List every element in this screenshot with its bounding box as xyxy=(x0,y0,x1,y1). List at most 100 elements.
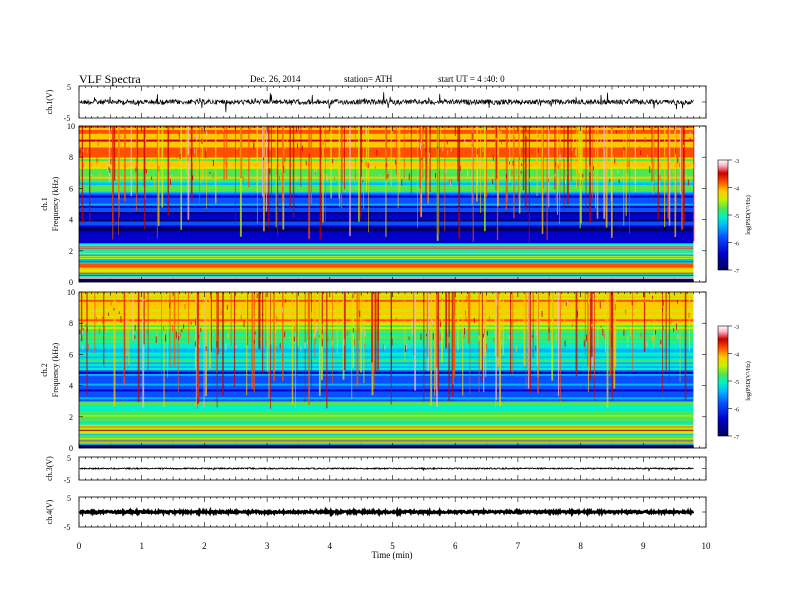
ch2s-band xyxy=(79,385,694,388)
ch2s-speckle xyxy=(431,319,433,324)
ch1s-speckle xyxy=(646,154,648,161)
ch2s-speckle xyxy=(468,322,470,327)
ch2s-speckle xyxy=(464,310,466,316)
ch2s-band xyxy=(79,395,694,398)
ch2s-speckle xyxy=(511,320,513,328)
ch1s-burst xyxy=(330,126,332,199)
ch2s-burst xyxy=(336,292,338,354)
ch1s-speckle xyxy=(197,176,199,180)
ch2s-speckle xyxy=(200,327,202,332)
ch1s-speckle xyxy=(471,133,473,140)
ch1s-speckle xyxy=(647,161,649,167)
ch1s-burst xyxy=(355,126,356,174)
ch1s-band xyxy=(79,274,694,277)
ch1s-burst xyxy=(658,126,660,192)
ch1s-speckle xyxy=(425,147,427,153)
ch1s-speckle xyxy=(450,180,452,186)
cbar1-tick-label: -7 xyxy=(734,269,739,275)
ch1s-speckle xyxy=(621,151,623,158)
ch1s-speckle xyxy=(326,174,328,182)
ch2s-band xyxy=(79,393,694,396)
ch2s-burst xyxy=(597,292,599,348)
ch2s-speckle xyxy=(406,343,408,350)
ch2s-speckle xyxy=(162,325,164,332)
ch2s-tone-line xyxy=(79,415,694,417)
ch1s-burst xyxy=(653,126,655,203)
ch1s-speckle xyxy=(650,126,652,131)
ch2s-ytick-label: 4 xyxy=(69,382,73,391)
ch2s-speckle xyxy=(541,310,543,318)
ch2s-burst xyxy=(208,292,211,370)
cbar2-tick-label: -5 xyxy=(734,380,739,386)
ch2s-speckle xyxy=(205,346,207,351)
ch1s-burst xyxy=(385,126,387,237)
ch1s-burst xyxy=(683,126,685,224)
ch2s-speckle xyxy=(284,298,286,303)
ch2s-speckle xyxy=(93,309,95,315)
ch2s-burst xyxy=(606,292,609,408)
ch2s-band xyxy=(79,424,694,427)
ch1s-speckle xyxy=(471,144,473,147)
ch1s-speckle xyxy=(319,168,321,173)
ch2s-burst xyxy=(612,292,614,399)
ch2s-burst xyxy=(143,292,145,345)
ch2s-speckle xyxy=(134,335,136,339)
ch1s-speckle xyxy=(575,149,577,156)
ch2s-speckle xyxy=(420,333,422,340)
ch1s-speckle xyxy=(178,160,180,164)
ch2s-speckle xyxy=(539,319,541,324)
ch1s-band xyxy=(79,239,694,242)
ch1s-speckle xyxy=(251,133,253,138)
ch2s-band xyxy=(79,364,694,367)
ch2s-speckle xyxy=(660,339,662,345)
ch2s-speckle xyxy=(419,320,421,326)
ch2s-tone-line xyxy=(79,420,694,422)
ch1s-burst xyxy=(629,126,630,234)
ch2s-burst xyxy=(481,292,483,383)
ch2s-burst xyxy=(294,292,296,409)
ch2s-burst xyxy=(548,292,550,342)
ch1s-burst xyxy=(363,126,364,209)
ch2s-burst xyxy=(404,292,406,361)
ch1s-band xyxy=(79,267,694,271)
ch2s-speckle xyxy=(667,328,669,335)
ch2s-burst xyxy=(265,292,267,349)
ch1s-burst xyxy=(157,126,160,226)
ch2s-burst xyxy=(483,292,485,393)
ch2s-band xyxy=(79,440,694,443)
ch2s-speckle xyxy=(610,327,612,332)
ch1s-burst xyxy=(522,126,525,191)
ch1s-speckle xyxy=(347,136,349,143)
ch2s-band xyxy=(79,383,694,386)
ch1s-speckle xyxy=(117,127,119,132)
ch2s-speckle xyxy=(260,323,262,328)
ch2s-speckle xyxy=(143,298,145,302)
ch1s-burst xyxy=(397,126,399,208)
ch2s-burst xyxy=(321,292,323,347)
ch1s-speckle xyxy=(564,157,566,160)
ch2s-band xyxy=(79,346,694,349)
ch1s-burst xyxy=(485,126,488,197)
ch2s-burst xyxy=(688,292,690,352)
ch2s-speckle xyxy=(554,296,556,301)
ch2s-speckle xyxy=(198,334,200,339)
ch1s-speckle xyxy=(530,143,532,148)
ch2s-burst xyxy=(258,292,261,350)
ch2s-speckle xyxy=(652,295,654,299)
ch2s-speckle xyxy=(382,344,384,352)
ch2s-burst xyxy=(584,292,586,356)
ch1s-burst xyxy=(546,126,548,240)
ch2s-band xyxy=(79,295,694,299)
ch1s-speckle xyxy=(283,147,285,151)
ch1s-burst xyxy=(625,126,627,216)
ch1s-burst xyxy=(563,126,565,211)
ch2s-burst xyxy=(297,292,299,347)
ch2s-speckle xyxy=(346,333,348,336)
ch2s-tone-line xyxy=(79,439,694,441)
ch1s-tone-line xyxy=(79,276,694,278)
ch2s-band xyxy=(79,375,694,379)
ch2s-burst xyxy=(374,292,377,373)
ch1s-speckle xyxy=(679,143,681,149)
ch1s-speckle xyxy=(577,179,579,187)
ch1s-speckle xyxy=(190,142,192,149)
